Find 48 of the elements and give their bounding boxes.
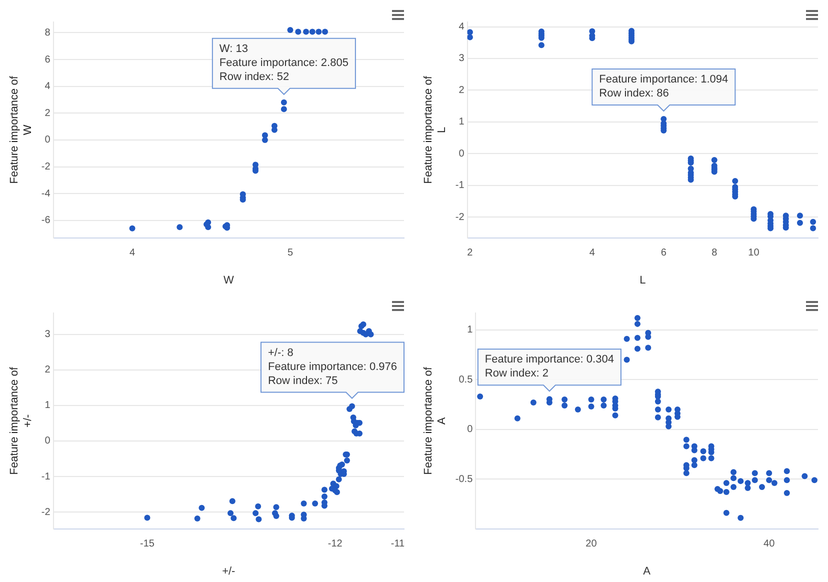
- x-axis-title: +/-: [222, 565, 236, 578]
- y-tick-label: 6: [44, 54, 51, 66]
- y-axis-title: Feature importance of +/-: [8, 366, 34, 475]
- y-tick-label: -2: [41, 506, 51, 518]
- x-tick-label: 40: [764, 538, 776, 550]
- y-tick-label: 2: [458, 84, 465, 96]
- y-axis-title: Feature importance of L: [422, 75, 448, 184]
- x-tick-label: 20: [586, 538, 598, 550]
- y-tick-label: 1: [44, 400, 51, 412]
- y-tick-label: -2: [41, 162, 51, 173]
- y-axis-title: Feature importance of W: [8, 75, 34, 184]
- x-tick-label: -15: [140, 538, 155, 550]
- annotation: Feature importance: 1.094 Row index: 86: [599, 74, 728, 100]
- y-tick-label: -2: [455, 212, 465, 223]
- y-tick-label: -6: [41, 215, 51, 226]
- x-tick-label: 5: [287, 248, 294, 259]
- x-tick-label: 6: [660, 248, 667, 259]
- y-tick-label: 0: [458, 148, 465, 160]
- x-axis-title: L: [640, 274, 646, 286]
- annotation: Feature importance: 0.304 Row index: 2: [484, 354, 614, 380]
- y-tick-label: 1: [467, 324, 474, 336]
- y-tick-label: 8: [44, 27, 51, 38]
- x-axis-title: A: [643, 565, 652, 578]
- x-tick-label: 10: [748, 248, 760, 259]
- y-tick-label: 0: [44, 436, 51, 447]
- x-tick-label: 4: [130, 248, 136, 259]
- annotation: W: 13 Feature importance: 2.805 Row index: 52: [219, 42, 348, 83]
- y-tick-label: 1: [458, 116, 465, 128]
- annotation: +/-: 8 Feature importance: 0.976 Row index: 75: [268, 346, 398, 387]
- x-tick-label: -12: [328, 538, 343, 550]
- y-tick-label: -1: [41, 471, 51, 482]
- y-tick-label: 4: [44, 81, 51, 92]
- y-tick-label: 3: [44, 329, 51, 340]
- y-tick-label: 0: [44, 134, 51, 146]
- y-tick-label: 2: [44, 364, 51, 376]
- y-axis-title: Feature importance of A: [422, 366, 448, 475]
- y-tick-label: -1: [455, 180, 465, 192]
- y-tick-label: 0.5: [458, 374, 474, 386]
- y-tick-label: -4: [41, 188, 51, 200]
- y-tick-label: 4: [458, 22, 465, 33]
- x-tick-label: 8: [712, 248, 718, 259]
- y-tick-label: 0: [467, 424, 474, 436]
- x-tick-label: 4: [589, 248, 596, 259]
- y-tick-label: 3: [458, 53, 465, 64]
- y-tick-label: 2: [44, 108, 51, 119]
- y-tick-label: -0.5: [455, 474, 474, 485]
- x-axis-title: W: [223, 274, 234, 286]
- x-tick-label: -11: [390, 538, 406, 550]
